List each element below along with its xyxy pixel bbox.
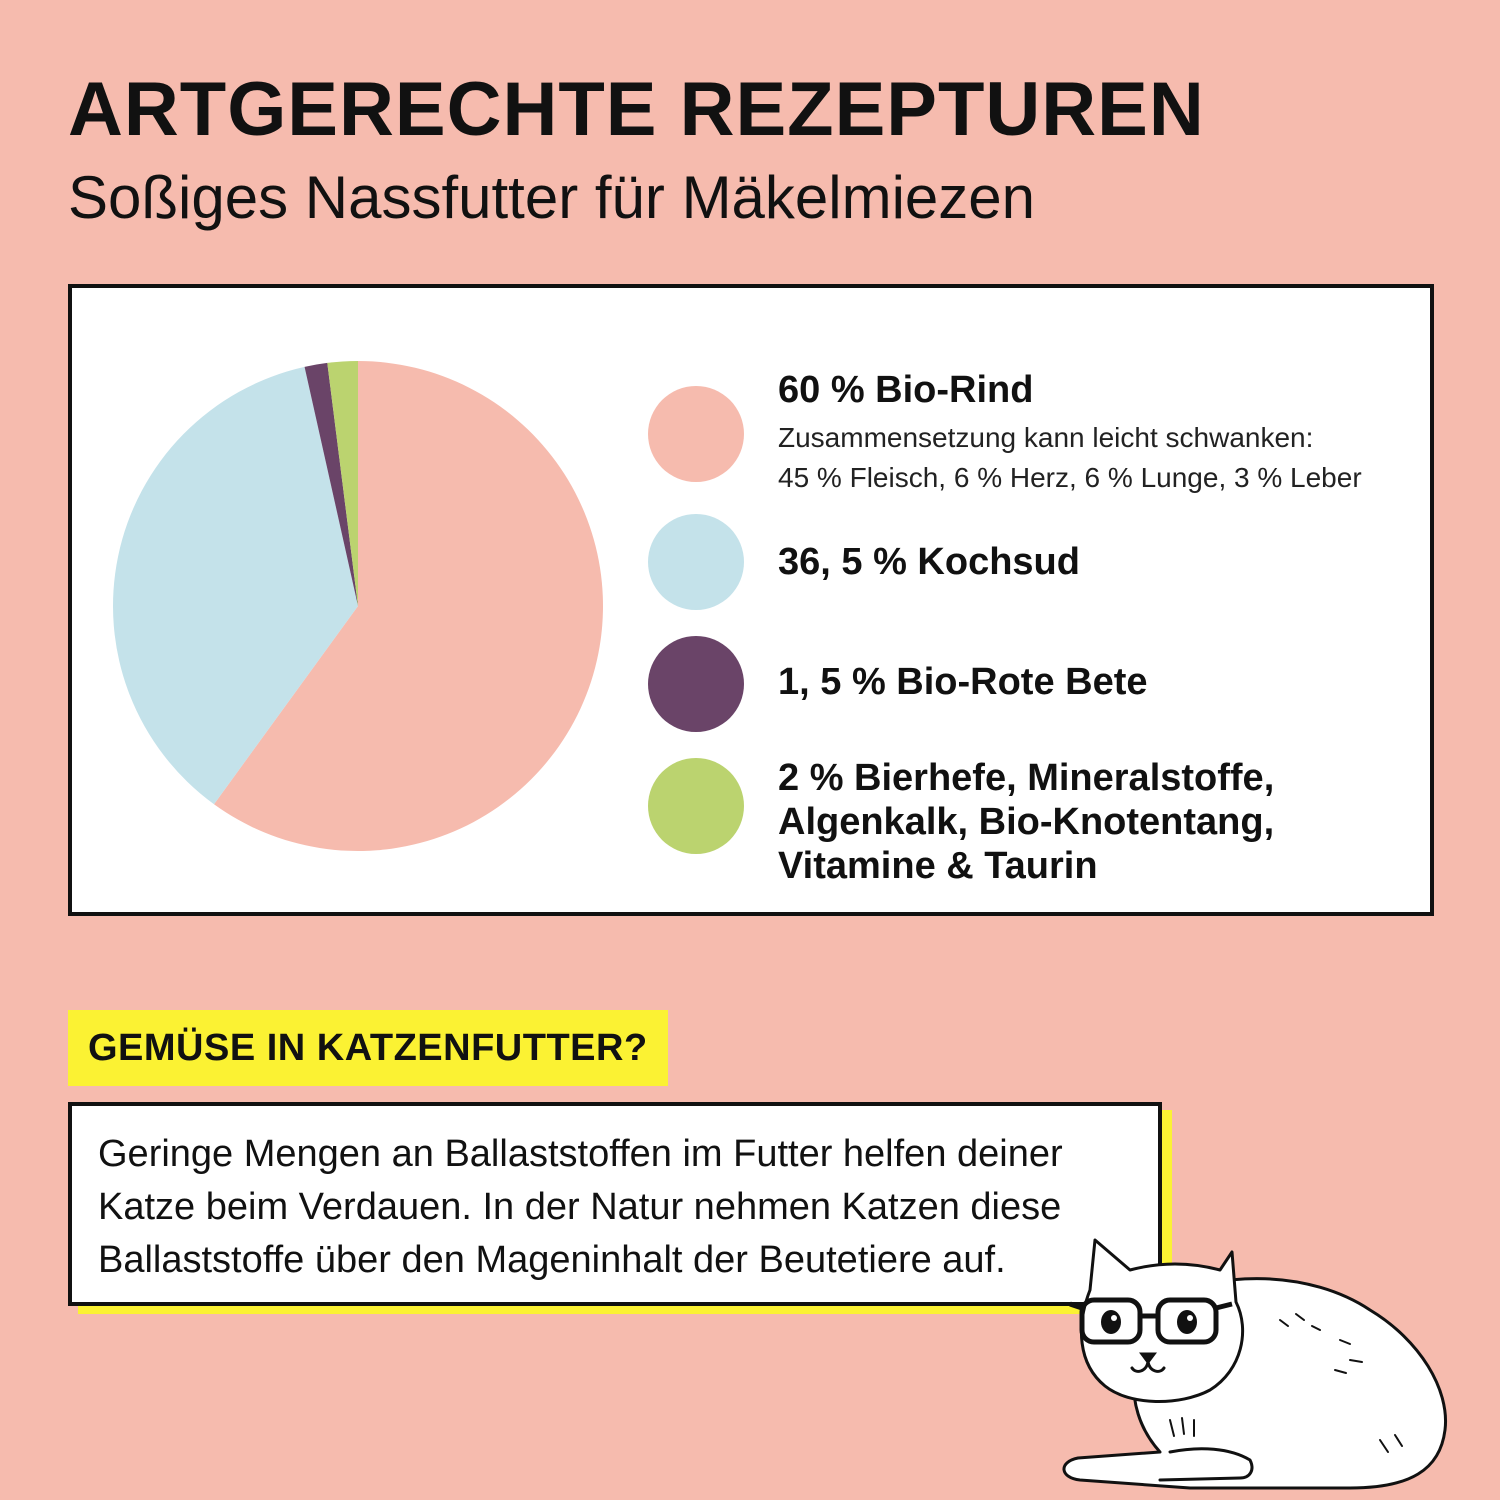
info-text-line1: Geringe Mengen an Ballaststoffen im Futt… — [98, 1133, 1063, 1175]
page-title: ARTGERECHTE REZEPTUREN — [68, 67, 1205, 152]
pie-slice-2 — [304, 362, 358, 606]
page-subtitle: Soßiges Nassfutter für Mäkelmiezen — [68, 164, 1036, 231]
legend-swatch-zusaetze — [648, 758, 744, 854]
legend-label-zusaetze-line2: Algenkalk, Bio-Knotentang, — [778, 801, 1275, 843]
pie-chart — [113, 361, 603, 851]
info-heading: GEMÜSE IN KATZENFUTTER? — [68, 1010, 668, 1086]
pie-slice-1 — [113, 366, 358, 805]
legend-swatch-bio-rind — [648, 386, 744, 482]
pie-slice-3 — [327, 361, 358, 606]
info-text-line2: Katze beim Verdauen. In der Natur nehmen… — [98, 1186, 1062, 1228]
cat-with-glasses-icon — [1062, 1238, 1448, 1490]
legend-swatch-kochsud — [648, 514, 744, 610]
pie-slice-0 — [213, 361, 603, 851]
legend-label-zusaetze-line3: Vitamine & Taurin — [778, 845, 1098, 887]
legend-label-kochsud: 36, 5 % Kochsud — [778, 541, 1080, 583]
legend-swatch-rote-bete — [648, 636, 744, 732]
legend-label-rote-bete: 1, 5 % Bio-Rote Bete — [778, 661, 1148, 703]
info-text-line3: Ballaststoffe über den Mageninhalt der B… — [98, 1239, 1006, 1281]
legend-label-zusaetze-line1: 2 % Bierhefe, Mineralstoffe, — [778, 757, 1275, 799]
legend-note-line2: 45 % Fleisch, 6 % Herz, 6 % Lunge, 3 % L… — [778, 462, 1362, 493]
info-box: Geringe Mengen an Ballaststoffen im Futt… — [68, 1102, 1162, 1306]
legend-note-line1: Zusammensetzung kann leicht schwanken: — [778, 422, 1314, 453]
chart-panel: 60 % Bio-Rind Zusammensetzung kann leich… — [68, 284, 1434, 916]
legend-label-bio-rind: 60 % Bio-Rind — [778, 369, 1034, 411]
